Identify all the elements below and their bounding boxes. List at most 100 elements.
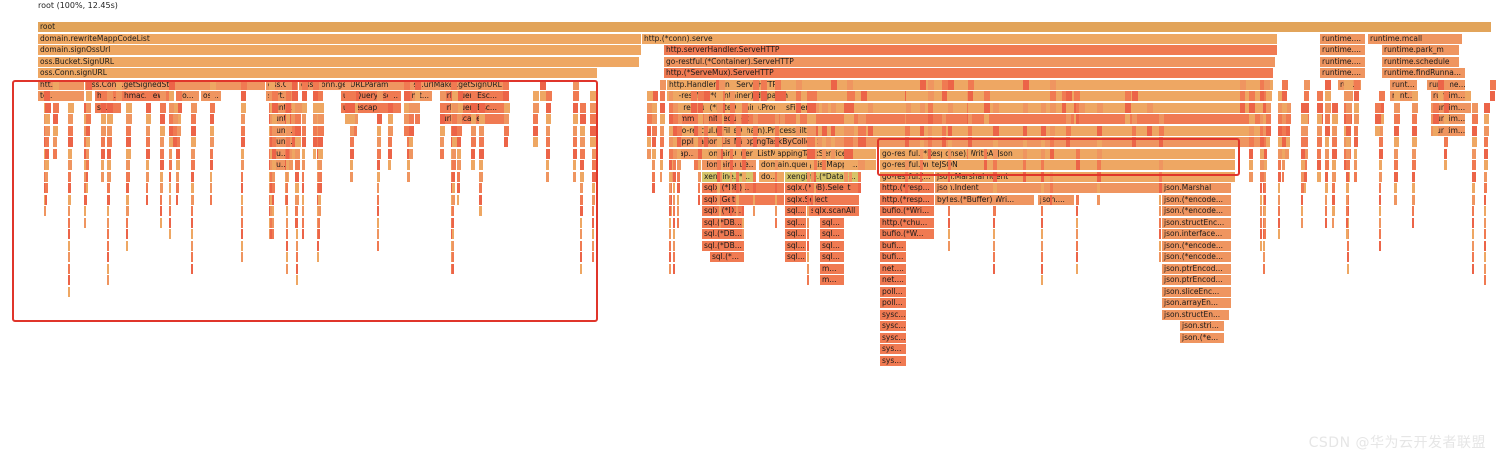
frame-stub[interactable] [44,137,50,147]
frame-stub[interactable] [67,240,70,251]
frame-stub[interactable] [1343,160,1347,170]
frame-stub[interactable] [1249,160,1253,170]
frame-stub[interactable] [312,79,319,90]
frame-stub[interactable] [1489,91,1496,101]
frame-stub[interactable] [1076,194,1079,205]
frame-stub[interactable] [1303,79,1310,90]
frame-stub[interactable] [209,91,216,101]
frame-stub[interactable] [774,148,779,159]
frame-stub[interactable] [1023,125,1028,136]
frame-stub[interactable] [160,91,167,101]
frame-stub[interactable] [1263,263,1266,274]
frame-stub[interactable] [452,194,455,205]
frame-json-structen[interactable]: json.structEn... [1162,309,1230,320]
frame-stub[interactable] [831,137,835,147]
frame-stub[interactable] [672,206,675,216]
frame-stub[interactable] [1465,91,1472,101]
frame-stub[interactable] [697,160,702,170]
frame-stub[interactable] [592,229,595,239]
frame-stub[interactable] [240,91,247,101]
frame-stub[interactable] [646,125,652,136]
frame-stub[interactable] [927,160,931,170]
frame-stub[interactable] [126,102,133,113]
frame-stub[interactable] [580,137,586,147]
frame-stub[interactable] [100,125,106,136]
frame-stub[interactable] [967,91,974,101]
frame-stub[interactable] [847,125,852,136]
frame-sqlx-db-select[interactable]: sqlx.(*DB).Select [785,183,860,193]
frame-sys[interactable]: sys... [880,344,907,354]
frame-stub[interactable] [160,171,164,182]
frame-stub[interactable] [85,137,90,147]
frame-stub[interactable] [1076,171,1080,182]
frame-stub[interactable] [545,137,550,147]
frame-stub[interactable] [160,206,163,216]
frame-stub[interactable] [821,160,826,170]
frame-stub[interactable] [806,194,809,205]
frame-stub[interactable] [44,148,50,159]
frame-stub[interactable] [1065,137,1071,147]
frame-stub[interactable] [1472,217,1475,228]
frame-stub[interactable] [172,125,178,136]
frame-stub[interactable] [107,91,114,101]
frame-stub[interactable] [1040,183,1044,193]
frame-stub[interactable] [126,125,132,136]
frame-stub[interactable] [126,194,129,205]
frame-stub[interactable] [349,171,353,182]
frame-stub[interactable] [941,102,947,113]
frame-stub[interactable] [160,160,164,170]
frame-stub[interactable] [1263,206,1266,216]
frame-stub[interactable] [812,183,816,193]
frame-stub[interactable] [742,206,745,216]
frame-stub[interactable] [1260,171,1263,182]
frame-stub[interactable] [806,263,809,274]
frame-stub[interactable] [717,91,724,101]
frame-stub[interactable] [1263,194,1266,205]
frame-stub[interactable] [533,102,539,113]
frame-stub[interactable] [316,229,319,239]
frame-stub[interactable] [1097,102,1104,113]
frame-stub[interactable] [1303,171,1307,182]
frame-stub[interactable] [67,137,73,147]
frame-stub[interactable] [1050,160,1054,170]
frame-stub[interactable] [126,114,132,124]
frame-stub[interactable] [735,148,741,159]
frame-stub[interactable] [1345,102,1352,113]
frame-stub[interactable] [1040,252,1043,262]
frame-stub[interactable] [168,229,171,239]
frame-stub[interactable] [1260,137,1265,147]
frame-stub[interactable] [376,91,383,101]
frame-stub[interactable] [1472,148,1477,159]
frame-stub[interactable] [67,125,74,136]
frame-stub[interactable] [1078,102,1085,113]
frame-sql[interactable]: sql... [820,240,845,251]
frame-stub[interactable] [168,79,175,90]
frame-stub[interactable] [1023,79,1029,90]
frame-stub[interactable] [318,102,325,113]
frame-stub[interactable] [1065,125,1071,136]
frame-stub[interactable] [1076,252,1078,262]
frame-stub[interactable] [1131,137,1136,147]
frame-stub[interactable] [414,79,421,90]
frame-stub[interactable] [1040,148,1045,159]
frame-stub[interactable] [1076,183,1080,193]
frame-stub[interactable] [1076,240,1078,251]
frame-stub[interactable] [1412,91,1419,101]
frame-stub[interactable] [1412,148,1417,159]
frame-stub[interactable] [479,183,483,193]
frame-stub[interactable] [176,91,183,101]
frame-stub[interactable] [919,137,924,147]
frame-stub[interactable] [1300,125,1306,136]
frame-stub[interactable] [545,114,551,124]
frame-stub[interactable] [905,125,910,136]
frame-stub[interactable] [717,102,723,113]
frame-stub[interactable] [295,171,300,182]
frame-stub[interactable] [457,183,460,193]
frame-stub[interactable] [272,114,278,124]
frame-stub[interactable] [847,91,853,101]
frame-stub[interactable] [1277,217,1280,228]
frame-stub[interactable] [404,91,410,101]
frame-stub[interactable] [116,79,123,90]
frame-stub[interactable] [1158,252,1161,262]
frame-json-ptrencod[interactable]: json.ptrEncod... [1162,275,1232,285]
